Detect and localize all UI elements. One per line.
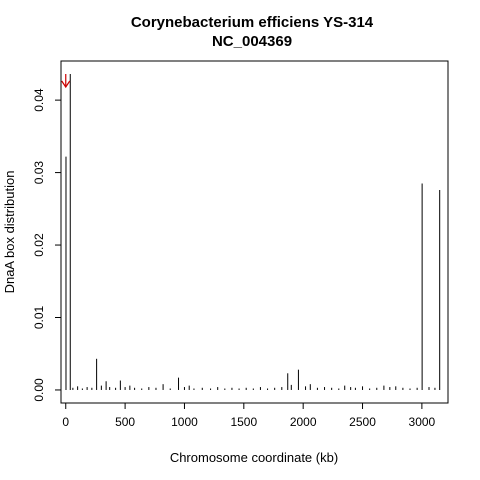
origin-arrow-icon (61, 74, 71, 89)
y-tick-label: 0.02 (32, 233, 46, 257)
y-tick-label: 0.04 (32, 88, 46, 112)
chart-title: Corynebacterium efficiens YS-314 (131, 14, 374, 31)
y-tick-label: 0.03 (32, 161, 46, 185)
x-tick-label: 0 (62, 415, 69, 429)
x-tick-label: 3000 (409, 415, 436, 429)
y-axis-label: DnaA box distribution (2, 171, 17, 294)
x-axis-label: Chromosome coordinate (kb) (170, 450, 338, 465)
x-tick-label: 1000 (171, 415, 198, 429)
y-tick-label: 0.01 (32, 305, 46, 329)
bars-layer (65, 74, 441, 390)
x-tick-label: 2500 (349, 415, 376, 429)
x-tick-label: 500 (115, 415, 135, 429)
plot-frame (60, 60, 449, 404)
chart-subtitle: NC_004369 (212, 33, 292, 50)
y-axis: 0.00 0.01 0.02 0.03 0.04 (32, 88, 62, 402)
y-tick-label: 0.00 (32, 378, 46, 402)
x-tick-label: 1500 (230, 415, 257, 429)
x-tick-label: 2000 (290, 415, 317, 429)
x-axis: 0 500 1000 1500 2000 2500 3000 (62, 402, 436, 429)
